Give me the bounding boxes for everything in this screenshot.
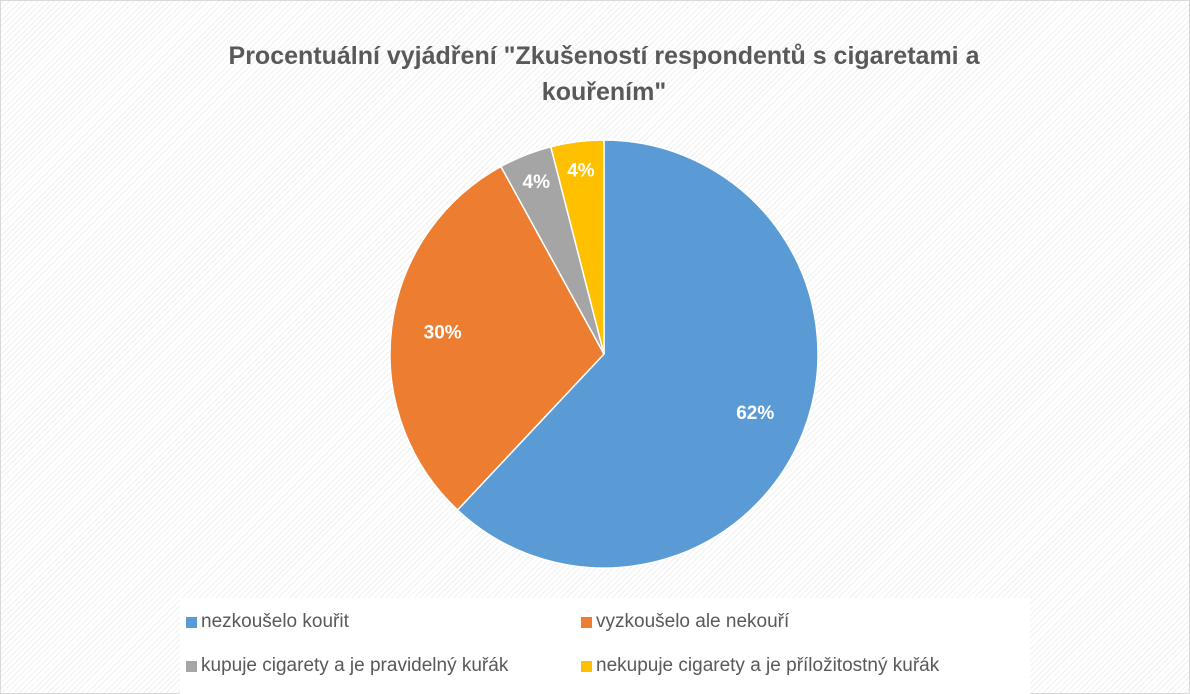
legend-item: nezkoušelo kouřit bbox=[180, 600, 575, 644]
data-label: 30% bbox=[424, 323, 462, 344]
legend-item: nekupuje cigarety a je příložitostný kuř… bbox=[575, 644, 1030, 688]
legend-label: nezkoušelo kouřit bbox=[201, 611, 349, 632]
legend-item: kupuje cigarety a je pravidelný kuřák bbox=[180, 644, 575, 688]
chart-title: Procentuální vyjádření "Zkušeností respo… bbox=[228, 42, 980, 106]
legend-item: vyzkoušelo ale nekouří bbox=[575, 600, 1030, 644]
legend-label: nekupuje cigarety a je příložitostný kuř… bbox=[596, 655, 940, 676]
data-label: 4% bbox=[523, 172, 551, 193]
pie-slice bbox=[549, 139, 605, 355]
legend: nezkoušelo kouřit vyzkoušelo ale nekouří k… bbox=[180, 598, 1030, 694]
data-label: 62% bbox=[736, 403, 774, 424]
pie-slice bbox=[389, 165, 605, 512]
data-label: 4% bbox=[567, 160, 595, 181]
pie-slice bbox=[456, 139, 819, 569]
legend-label: kupuje cigarety a je pravidelný kuřák bbox=[201, 655, 509, 676]
legend-swatch bbox=[581, 616, 592, 628]
legend-swatch bbox=[581, 660, 592, 672]
legend-swatch bbox=[186, 616, 197, 628]
legend-swatch bbox=[186, 660, 197, 672]
legend-label: vyzkoušelo ale nekouří bbox=[596, 611, 790, 632]
